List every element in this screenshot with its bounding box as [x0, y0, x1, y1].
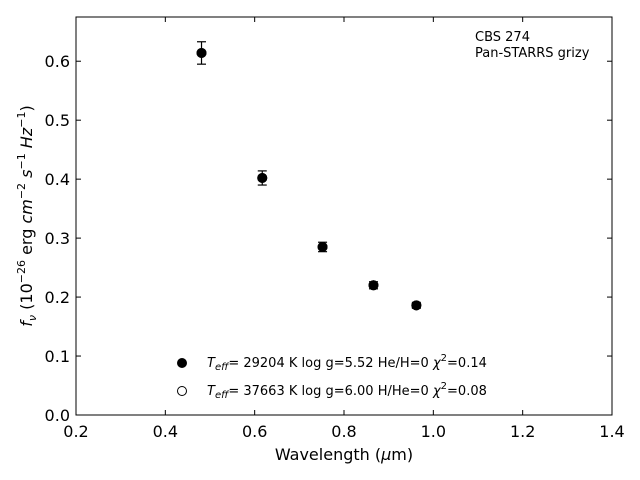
legend-marker-filled-circle — [177, 358, 187, 368]
legend-entry-hydrogen-model: Teff= 37663 K log g=6.00 H/He=0 χ2=0.08 — [177, 381, 487, 401]
y-axis-ticks: 0.0 0.1 0.2 0.3 0.4 0.5 0.6 — [45, 52, 612, 425]
filled-circle-marker — [196, 47, 207, 58]
y-tick-label: 0.4 — [45, 170, 70, 189]
legend-entry-helium-model: Teff= 29204 K log g=5.52 He/H=0 χ2=0.14 — [177, 353, 487, 373]
data-point — [196, 41, 207, 65]
data-point — [257, 170, 268, 186]
y-axis-title: fν (10−26 erg cm−2 s−1 Hz−1) — [15, 105, 39, 326]
filled-circle-marker — [411, 300, 422, 311]
legend-marker-open-circle — [177, 386, 187, 396]
y-tick-label: 0.1 — [45, 347, 70, 366]
legend-label-helium-model: Teff= 29204 K log g=5.52 He/H=0 χ2=0.14 — [207, 353, 487, 373]
annotation-survey: Pan-STARRS grizy — [475, 46, 590, 61]
x-tick-label: 1.2 — [510, 422, 535, 441]
x-tick-label: 0.6 — [242, 422, 267, 441]
filled-circle-marker — [317, 241, 328, 252]
x-axis-title: Wavelength (μm) — [275, 445, 413, 464]
y-tick-label: 0.3 — [45, 229, 70, 248]
y-tick-label: 0.5 — [45, 111, 70, 130]
x-tick-label: 1.0 — [421, 422, 446, 441]
data-point — [411, 300, 422, 311]
x-tick-label: 0.8 — [331, 422, 356, 441]
filled-circle-marker — [368, 280, 379, 291]
data-point — [368, 280, 379, 291]
data-point — [317, 241, 328, 253]
legend-label-hydrogen-model: Teff= 37663 K log g=6.00 H/He=0 χ2=0.08 — [207, 381, 487, 401]
legend: Teff= 29204 K log g=5.52 He/H=0 χ2=0.14 … — [177, 353, 487, 401]
y-tick-label: 0.0 — [45, 406, 70, 425]
y-tick-label: 0.2 — [45, 288, 70, 307]
data-points — [196, 41, 422, 311]
x-axis-ticks: 0.2 0.4 0.6 0.8 1.0 1.2 1.4 — [63, 17, 625, 441]
x-tick-label: 0.2 — [63, 422, 88, 441]
x-tick-label: 1.4 — [599, 422, 624, 441]
y-tick-label: 0.6 — [45, 52, 70, 71]
x-tick-label: 0.4 — [153, 422, 178, 441]
filled-circle-marker — [257, 172, 268, 183]
annotation-object-name: CBS 274 — [475, 30, 530, 45]
